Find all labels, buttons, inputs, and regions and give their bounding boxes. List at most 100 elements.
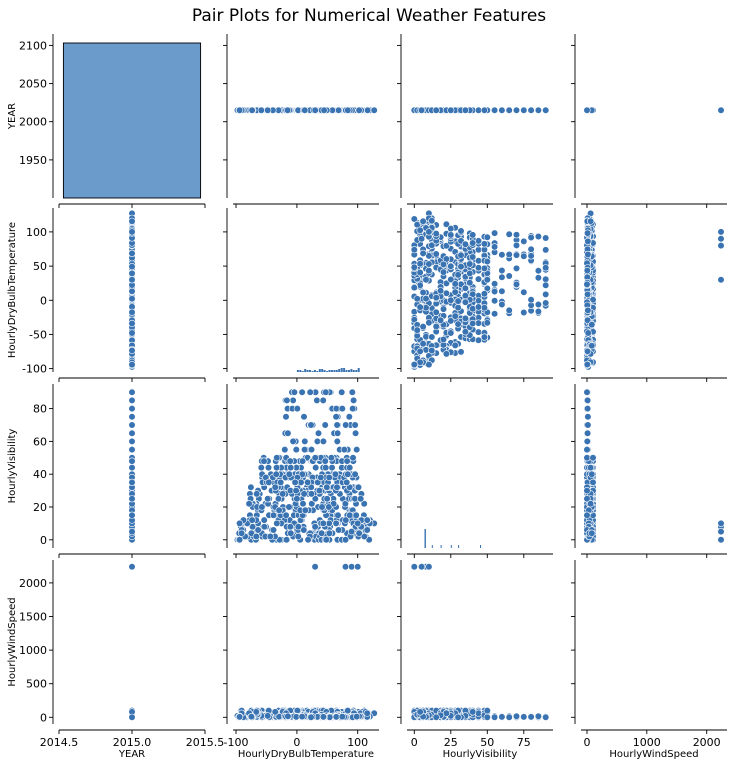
data-point: [454, 297, 462, 305]
data-point: [457, 251, 465, 259]
data-point: [469, 253, 477, 261]
data-point: [277, 478, 285, 487]
data-point: [425, 319, 433, 327]
x-tick-label: 100: [347, 736, 368, 749]
data-point: [480, 264, 489, 273]
data-point: [311, 495, 319, 503]
data-point: [236, 713, 244, 721]
data-point: [542, 275, 550, 283]
y-tick-label: 2100: [19, 39, 47, 52]
data-point: [527, 252, 535, 260]
data-point: [534, 307, 543, 316]
data-point: [319, 519, 327, 528]
data-point: [432, 106, 440, 114]
data-point: [306, 388, 314, 396]
data-point: [298, 470, 306, 478]
data-point: [474, 264, 483, 272]
data-point: [419, 340, 427, 348]
data-point: [505, 306, 513, 315]
data-point: [252, 708, 260, 716]
data-point: [542, 281, 550, 289]
data-point: [247, 529, 255, 537]
data-point: [583, 290, 592, 299]
data-point: [344, 470, 352, 478]
data-point: [260, 516, 268, 524]
data-point: [416, 303, 424, 311]
data-point: [281, 446, 289, 454]
data-point: [284, 106, 292, 114]
panel-year-vs-visibility: [397, 34, 553, 208]
data-point: [355, 529, 363, 537]
data-point: [264, 495, 272, 503]
data-point: [447, 275, 455, 284]
y-tick-label: 0: [40, 711, 47, 724]
data-point: [418, 235, 426, 243]
data-point: [128, 437, 136, 446]
data-point: [416, 708, 424, 716]
data-point: [341, 536, 350, 544]
y-tick-label: 40: [33, 468, 47, 481]
data-point: [483, 257, 491, 266]
y-tick-label: 500: [26, 678, 47, 691]
data-point: [247, 712, 255, 721]
data-point: [483, 276, 491, 284]
data-point: [410, 246, 418, 254]
data-point: [432, 322, 440, 331]
data-point: [338, 712, 346, 721]
data-point: [285, 470, 293, 478]
data-point: [128, 263, 136, 271]
panel-visibility-vs-windspeed: [571, 384, 727, 558]
panel-visibility-vs-year: 0 20 40 60 80 HourlyVisibility: [7, 384, 206, 558]
data-point: [534, 712, 543, 720]
data-point: [418, 563, 426, 571]
data-point: [331, 470, 340, 478]
data-point: [354, 483, 363, 491]
data-point: [480, 290, 489, 298]
data-point: [283, 396, 291, 405]
data-point: [346, 511, 354, 519]
data-point: [447, 106, 455, 114]
x-tick-label: 75: [517, 736, 531, 749]
data-point: [410, 360, 418, 369]
data-point: [327, 454, 335, 462]
data-point: [416, 347, 424, 356]
data-point: [294, 532, 302, 541]
data-point: [322, 536, 330, 544]
data-point: [269, 511, 278, 519]
data-point: [520, 106, 528, 114]
histogram-bar: [352, 370, 355, 372]
data-point: [491, 229, 499, 237]
data-point: [342, 516, 350, 524]
data-point: [512, 712, 521, 720]
data-point: [480, 240, 489, 248]
data-point: [345, 413, 353, 421]
data-point: [342, 421, 350, 429]
data-point: [304, 536, 312, 544]
data-point: [534, 232, 543, 241]
y-tick-label: -100: [22, 363, 47, 376]
x-tick-label: 2000: [693, 736, 721, 749]
data-point: [584, 250, 592, 259]
data-point: [284, 429, 292, 437]
data-point: [542, 106, 550, 114]
data-point: [340, 446, 348, 454]
data-point: [301, 437, 309, 446]
data-point: [583, 454, 591, 462]
data-point: [584, 306, 592, 315]
histogram-bar: [328, 370, 331, 372]
data-point: [469, 231, 477, 239]
data-point: [418, 106, 426, 114]
data-point: [583, 511, 591, 519]
data-point: [335, 106, 343, 114]
data-point: [273, 454, 281, 462]
data-point: [437, 287, 445, 295]
data-point: [534, 300, 543, 309]
histogram-bar: [318, 369, 321, 372]
data-point: [419, 288, 427, 297]
data-point: [466, 279, 474, 287]
data-point: [348, 563, 356, 571]
data-point: [292, 446, 300, 454]
data-point: [348, 527, 356, 536]
